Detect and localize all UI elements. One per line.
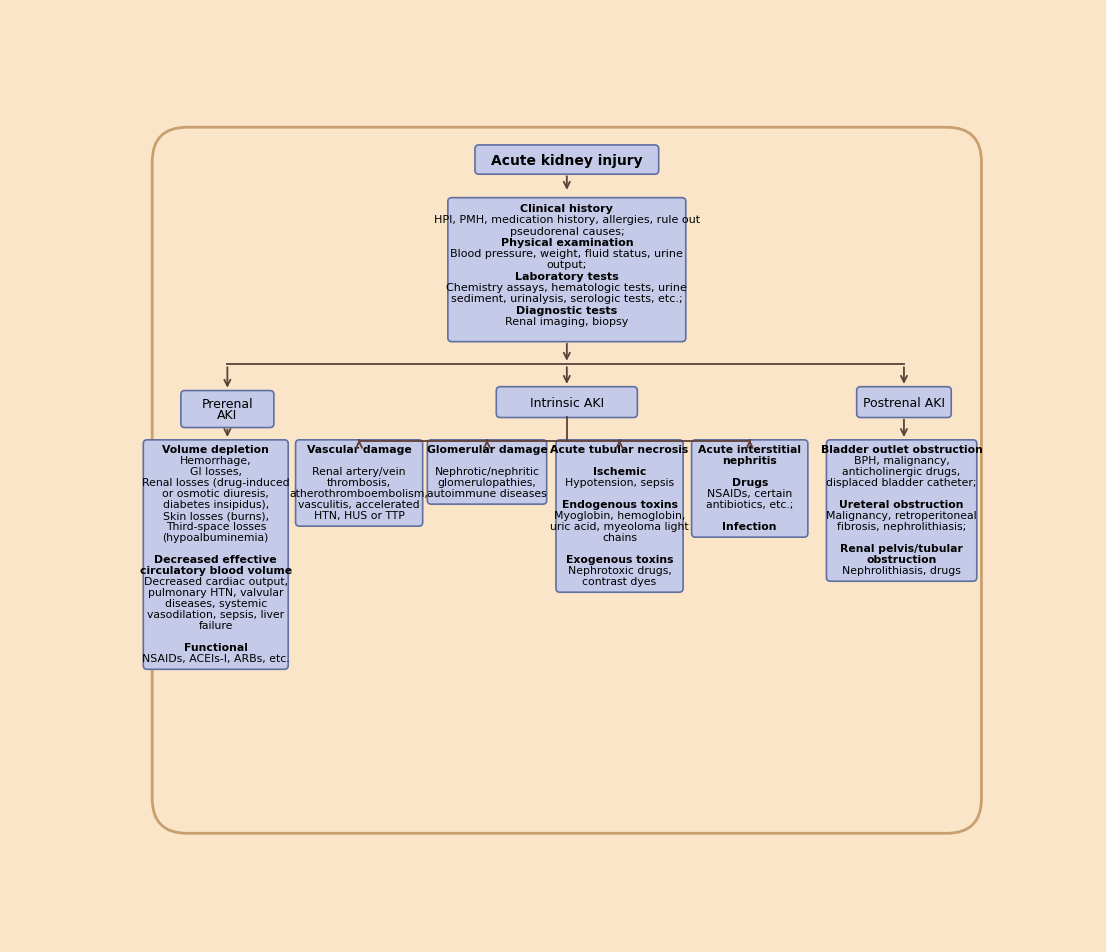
Text: Endogenous toxins: Endogenous toxins [562, 500, 678, 509]
Text: Physical examination: Physical examination [501, 238, 633, 248]
Text: NSAIDs, certain: NSAIDs, certain [707, 488, 792, 499]
Text: pseudorenal causes;: pseudorenal causes; [510, 227, 624, 236]
Text: NSAIDs, ACEIs-I, ARBs, etc.: NSAIDs, ACEIs-I, ARBs, etc. [142, 654, 290, 664]
Text: thrombosis,: thrombosis, [327, 478, 392, 487]
Text: Clinical history: Clinical history [521, 204, 613, 213]
Text: chains: chains [602, 533, 637, 543]
Text: Postrenal AKI: Postrenal AKI [863, 396, 945, 409]
Text: fibrosis, nephrolithiasis;: fibrosis, nephrolithiasis; [837, 522, 967, 532]
Text: Ischemic: Ischemic [593, 466, 646, 477]
Text: Diagnostic tests: Diagnostic tests [517, 306, 617, 315]
Text: displaced bladder catheter;: displaced bladder catheter; [826, 478, 977, 487]
FancyBboxPatch shape [448, 198, 686, 343]
Text: Malignancy, retroperitoneal: Malignancy, retroperitoneal [826, 510, 977, 521]
FancyBboxPatch shape [556, 441, 684, 592]
Text: autoimmune diseases: autoimmune diseases [427, 488, 546, 499]
FancyBboxPatch shape [691, 441, 807, 538]
Text: atherothromboembolism,: atherothromboembolism, [290, 488, 428, 499]
Text: Intrinsic AKI: Intrinsic AKI [530, 396, 604, 409]
Text: (hypoalbuminemia): (hypoalbuminemia) [163, 533, 269, 543]
FancyBboxPatch shape [427, 441, 546, 505]
FancyBboxPatch shape [181, 391, 274, 428]
Text: Bladder outlet obstruction: Bladder outlet obstruction [821, 445, 982, 455]
Text: Acute interstitial: Acute interstitial [698, 445, 801, 455]
Text: antibiotics, etc.;: antibiotics, etc.; [706, 500, 793, 509]
Text: Vascular damage: Vascular damage [306, 445, 411, 455]
Text: Decreased effective: Decreased effective [155, 555, 278, 565]
Text: AKI: AKI [217, 408, 238, 422]
Text: BPH, malignancy,: BPH, malignancy, [854, 456, 950, 466]
FancyBboxPatch shape [497, 387, 637, 418]
Text: Functional: Functional [184, 643, 248, 653]
FancyBboxPatch shape [295, 441, 422, 526]
Text: Renal losses (drug-induced: Renal losses (drug-induced [142, 478, 290, 487]
Text: Infection: Infection [722, 522, 778, 532]
Text: contrast dyes: contrast dyes [583, 577, 657, 586]
Text: Drugs: Drugs [731, 478, 768, 487]
Text: HPI, PMH, medication history, allergies, rule out: HPI, PMH, medication history, allergies,… [434, 215, 700, 225]
Text: glomerulopathies,: glomerulopathies, [438, 478, 536, 487]
Text: Glomerular damage: Glomerular damage [427, 445, 547, 455]
Text: Nephrotoxic drugs,: Nephrotoxic drugs, [567, 565, 671, 576]
Text: vasculitis, accelerated: vasculitis, accelerated [299, 500, 420, 509]
Text: anticholinergic drugs,: anticholinergic drugs, [843, 466, 961, 477]
Text: Renal artery/vein: Renal artery/vein [312, 466, 406, 477]
Text: failure: failure [199, 621, 233, 631]
Text: vasodilation, sepsis, liver: vasodilation, sepsis, liver [147, 609, 284, 620]
Text: Nephrotic/nephritic: Nephrotic/nephritic [435, 466, 540, 477]
FancyBboxPatch shape [857, 387, 951, 418]
Text: Chemistry assays, hematologic tests, urine: Chemistry assays, hematologic tests, uri… [447, 283, 687, 292]
Text: nephritis: nephritis [722, 456, 778, 466]
Text: or osmotic diuresis,: or osmotic diuresis, [163, 488, 269, 499]
FancyBboxPatch shape [826, 441, 977, 582]
Text: GI losses,: GI losses, [190, 466, 242, 477]
Text: Exogenous toxins: Exogenous toxins [566, 555, 674, 565]
Text: output;: output; [546, 260, 587, 270]
Text: diseases, systemic: diseases, systemic [165, 599, 267, 608]
Text: obstruction: obstruction [866, 555, 937, 565]
Text: Acute kidney injury: Acute kidney injury [491, 153, 643, 168]
Text: sediment, urinalysis, serologic tests, etc.;: sediment, urinalysis, serologic tests, e… [451, 294, 682, 304]
Text: HTN, HUS or TTP: HTN, HUS or TTP [314, 510, 405, 521]
FancyBboxPatch shape [474, 146, 659, 175]
Text: Third-space losses: Third-space losses [166, 522, 265, 532]
Text: Prerenal: Prerenal [201, 398, 253, 410]
Text: diabetes insipidus),: diabetes insipidus), [163, 500, 269, 509]
Text: Nephrolithiasis, drugs: Nephrolithiasis, drugs [842, 565, 961, 576]
Text: Renal pelvis/tubular: Renal pelvis/tubular [841, 544, 963, 554]
Text: Hypotension, sepsis: Hypotension, sepsis [565, 478, 674, 487]
Text: pulmonary HTN, valvular: pulmonary HTN, valvular [148, 587, 283, 598]
FancyBboxPatch shape [144, 441, 289, 669]
Text: Ureteral obstruction: Ureteral obstruction [839, 500, 963, 509]
Text: Laboratory tests: Laboratory tests [515, 271, 618, 282]
Text: Hemorrhage,: Hemorrhage, [180, 456, 251, 466]
Text: circulatory blood volume: circulatory blood volume [139, 565, 292, 576]
Text: Renal imaging, biopsy: Renal imaging, biopsy [505, 317, 628, 327]
Text: Blood pressure, weight, fluid status, urine: Blood pressure, weight, fluid status, ur… [450, 248, 684, 259]
Text: uric acid, myeoloma light: uric acid, myeoloma light [550, 522, 689, 532]
Text: Decreased cardiac output,: Decreased cardiac output, [144, 577, 288, 586]
FancyBboxPatch shape [153, 129, 981, 833]
Text: Acute tubular necrosis: Acute tubular necrosis [551, 445, 689, 455]
Text: Volume depletion: Volume depletion [163, 445, 269, 455]
Text: Myoglobin, hemoglobin,: Myoglobin, hemoglobin, [554, 510, 686, 521]
Text: Skin losses (burns),: Skin losses (burns), [163, 510, 269, 521]
